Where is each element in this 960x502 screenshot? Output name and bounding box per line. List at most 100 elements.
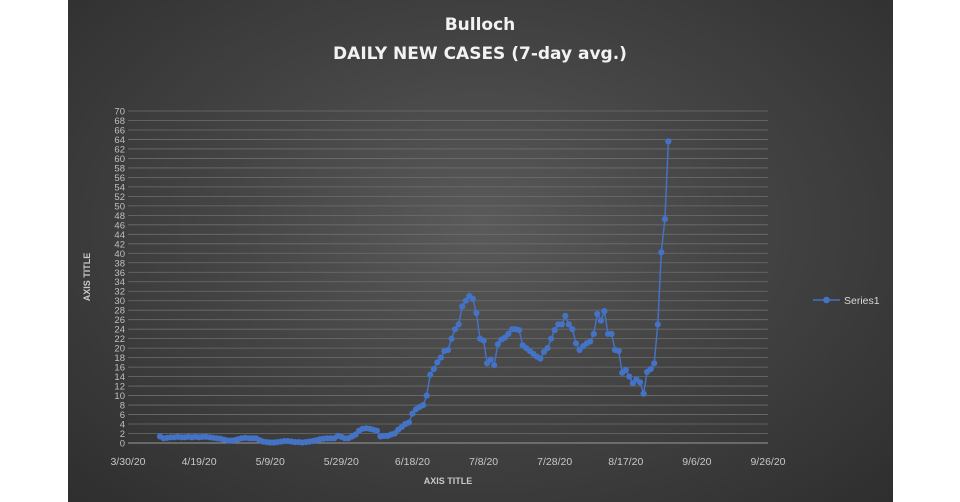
x-tick-label: 7/28/20 [537,456,572,468]
x-axis-ticks: 3/30/20 4/19/20 5/9/20 5/29/20 6/18/20 7/8/20… [110,456,785,468]
y-tick-label: 8 [120,401,125,412]
y-tick-label: 46 [114,220,125,231]
data-point [420,402,427,409]
data-point [636,379,644,386]
x-tick-label: 3/30/20 [110,456,145,468]
data-point [658,249,665,256]
data-point [661,216,669,223]
y-tick-label: 34 [114,277,125,288]
data-point [462,297,469,304]
data-point [373,427,380,434]
y-tick-label: 66 [114,125,125,136]
data-point [516,327,523,334]
x-tick-label: 9/6/20 [682,456,711,468]
chart-subtitle: DAILY NEW CASES (7-day avg.) [333,44,627,64]
data-point [665,138,672,145]
data-point [569,326,576,333]
data-point [491,362,498,369]
y-tick-label: 22 [114,334,125,345]
y-tick-label: 2 [120,429,125,440]
data-point [430,365,437,373]
y-tick-label: 68 [114,116,125,127]
x-tick-label: 5/29/20 [324,456,359,468]
y-tick-label: 32 [114,287,125,298]
x-tick-label: 9/26/20 [750,456,785,468]
data-point [427,371,434,378]
y-tick-label: 24 [114,325,125,336]
y-tick-label: 26 [114,315,125,326]
data-point [572,340,580,347]
y-tick-label: 44 [114,230,125,241]
y-tick-label: 54 [114,182,125,193]
x-tick-label: 7/8/20 [469,456,498,468]
y-tick-label: 30 [114,296,125,307]
y-tick-label: 50 [114,201,125,212]
legend-label: Series1 [844,295,880,307]
y-tick-label: 62 [114,144,125,155]
data-point [487,356,494,363]
y-tick-label: 40 [114,249,125,260]
y-tick-label: 64 [114,135,125,146]
data-point [544,345,551,352]
x-tick-label: 8/17/20 [608,456,643,468]
data-point [601,308,608,315]
y-tick-label: 42 [114,239,125,250]
chart-title: Bulloch [445,15,516,35]
y-tick-label: 52 [114,192,125,203]
y-tick-label: 58 [114,163,125,174]
y-tick-label: 38 [114,258,125,269]
legend-marker [823,296,830,304]
y-tick-label: 14 [114,372,125,383]
data-point [626,373,633,380]
data-point [608,330,615,337]
series-1-points [156,138,672,446]
y-tick-label: 20 [114,344,125,355]
data-point [551,327,558,334]
data-point [590,330,597,337]
y-tick-label: 0 [120,439,125,450]
data-point [622,366,629,374]
data-point [409,410,416,417]
y-tick-label: 60 [114,154,125,165]
data-point [587,338,594,345]
data-point [558,321,565,328]
data-point [640,390,647,397]
data-point [448,335,455,342]
y-tick-label: 16 [114,363,125,374]
y-axis-ticks: 0246810121416182022242628303234363840424… [114,107,125,450]
data-point [452,326,459,333]
data-point [594,310,601,318]
data-point [597,317,605,324]
data-point [434,359,441,366]
x-axis-title: AXIS TITLE [424,476,473,486]
y-axis-title: AXIS TITLE [82,253,92,302]
data-point [494,341,501,348]
data-point [562,312,569,319]
y-tick-label: 4 [120,420,125,431]
data-point [459,303,466,310]
y-tick-label: 70 [114,107,125,118]
data-point [437,354,444,361]
data-point [455,321,462,328]
data-point [423,392,430,399]
y-tick-label: 6 [120,410,125,421]
data-point [505,330,512,337]
data-point [473,309,480,317]
y-tick-label: 36 [114,268,125,279]
y-tick-label: 56 [114,173,125,184]
gridlines [128,110,768,434]
y-tick-label: 12 [114,382,125,393]
data-point [537,355,544,362]
x-tick-label: 6/18/20 [395,456,430,468]
series-1 [156,138,672,446]
x-tick-label: 5/9/20 [256,456,285,468]
data-point [405,419,412,426]
data-point [654,321,661,328]
x-tick-label: 4/19/20 [182,456,217,468]
data-point [565,321,572,328]
chart-svg: Bulloch DAILY NEW CASES (7-day avg.) 024… [82,15,880,486]
y-tick-label: 28 [114,306,125,317]
y-tick-label: 10 [114,391,125,402]
legend: Series1 [813,295,880,307]
